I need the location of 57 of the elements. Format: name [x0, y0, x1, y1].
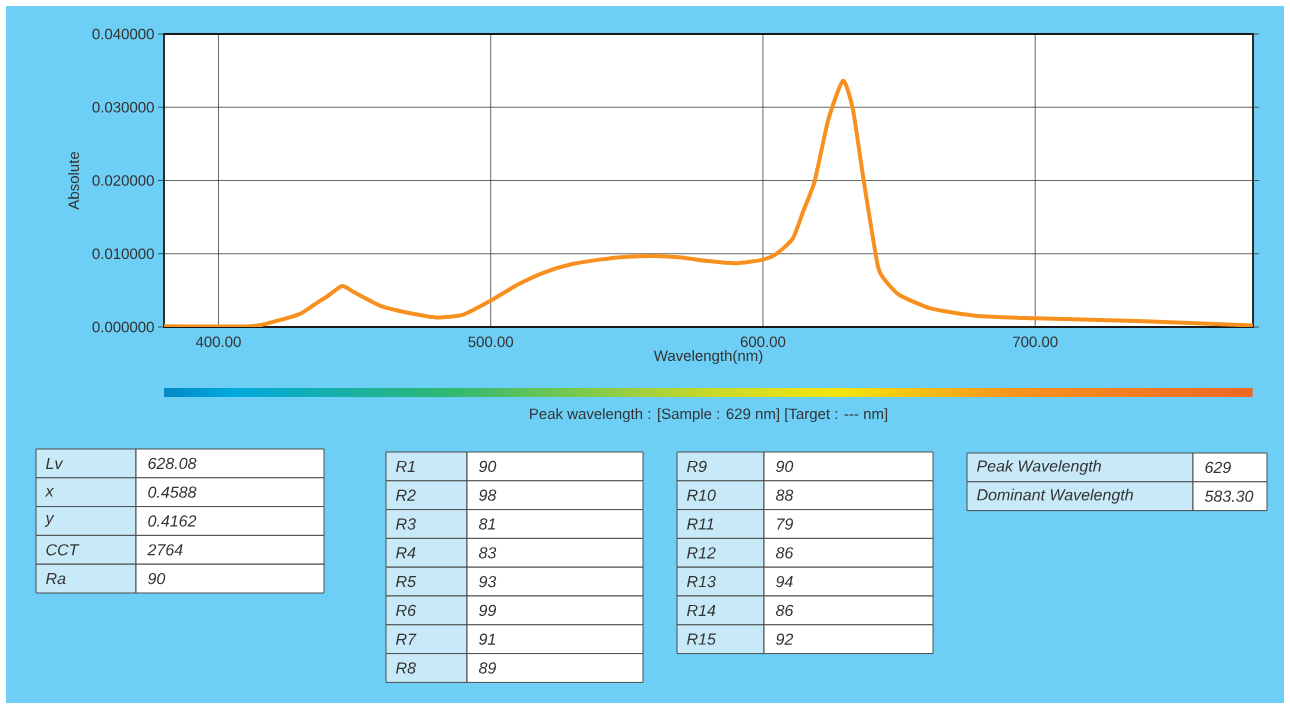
text: R2: [396, 489, 416, 501]
text: 90: [479, 460, 497, 473]
text: y: [44, 515, 55, 527]
text: Ra: [46, 573, 66, 585]
text: R8: [396, 662, 416, 674]
text: 93: [479, 575, 497, 588]
text: R13: [687, 575, 716, 588]
text: 90: [776, 460, 794, 473]
text: 79: [777, 518, 793, 530]
text: 628.08: [148, 457, 197, 470]
text: 99: [479, 604, 496, 617]
text: Peak Wavelength: [977, 459, 1101, 475]
x-tick-label: 700.00: [1013, 336, 1058, 348]
x-tick-label: 600.00: [740, 336, 786, 348]
text: R7: [396, 633, 417, 645]
text: 92: [776, 633, 794, 645]
text: 2764: [147, 544, 183, 556]
text: 91: [479, 633, 495, 645]
text: R11: [687, 518, 714, 530]
text: 98: [479, 489, 497, 501]
text: x: [44, 487, 55, 497]
x-tick-label: 500.00: [468, 336, 514, 348]
x-tick-label: 400.00: [195, 336, 241, 348]
text: 629: [1205, 461, 1231, 474]
text: R15: [687, 633, 716, 645]
text: Peak wavelength : [Sample : 629 nm] [Target : --- nm]: [530, 408, 888, 423]
text: 0.4162: [148, 515, 197, 527]
text: 90: [148, 572, 166, 585]
text: R9: [687, 460, 707, 473]
text: R6: [396, 604, 416, 617]
text: R12: [687, 547, 716, 559]
text: R10: [687, 489, 716, 501]
text: 89: [478, 662, 496, 674]
y-tick-label: 0.030000: [92, 101, 154, 113]
text: 83: [478, 547, 497, 559]
text: 81: [478, 518, 495, 530]
x-axis-title: Wavelength(nm): [653, 350, 763, 364]
y-tick-label: 0.020000: [92, 175, 154, 186]
text: 86: [775, 604, 794, 617]
y-tick-label: 0.000000: [92, 321, 154, 333]
text: 583.30: [1204, 490, 1254, 502]
text: R14: [687, 604, 716, 616]
text: R3: [396, 518, 416, 530]
text: CCT: [46, 544, 80, 556]
y-tick-label: 0.010000: [92, 248, 154, 260]
text: 86: [775, 547, 794, 559]
text: 0.4588: [148, 486, 197, 498]
text: R5: [396, 576, 417, 588]
text: Dominant Wavelength: [977, 488, 1133, 504]
line-series: [164, 78, 1253, 327]
y-axis-title: Absolute: [68, 151, 80, 210]
text: 88: [775, 489, 794, 501]
text: R4: [396, 547, 416, 559]
text: R1: [396, 460, 415, 472]
text: Lv: [46, 457, 64, 469]
text: 94: [776, 575, 793, 588]
y-tick-label: 0.040000: [92, 28, 154, 40]
